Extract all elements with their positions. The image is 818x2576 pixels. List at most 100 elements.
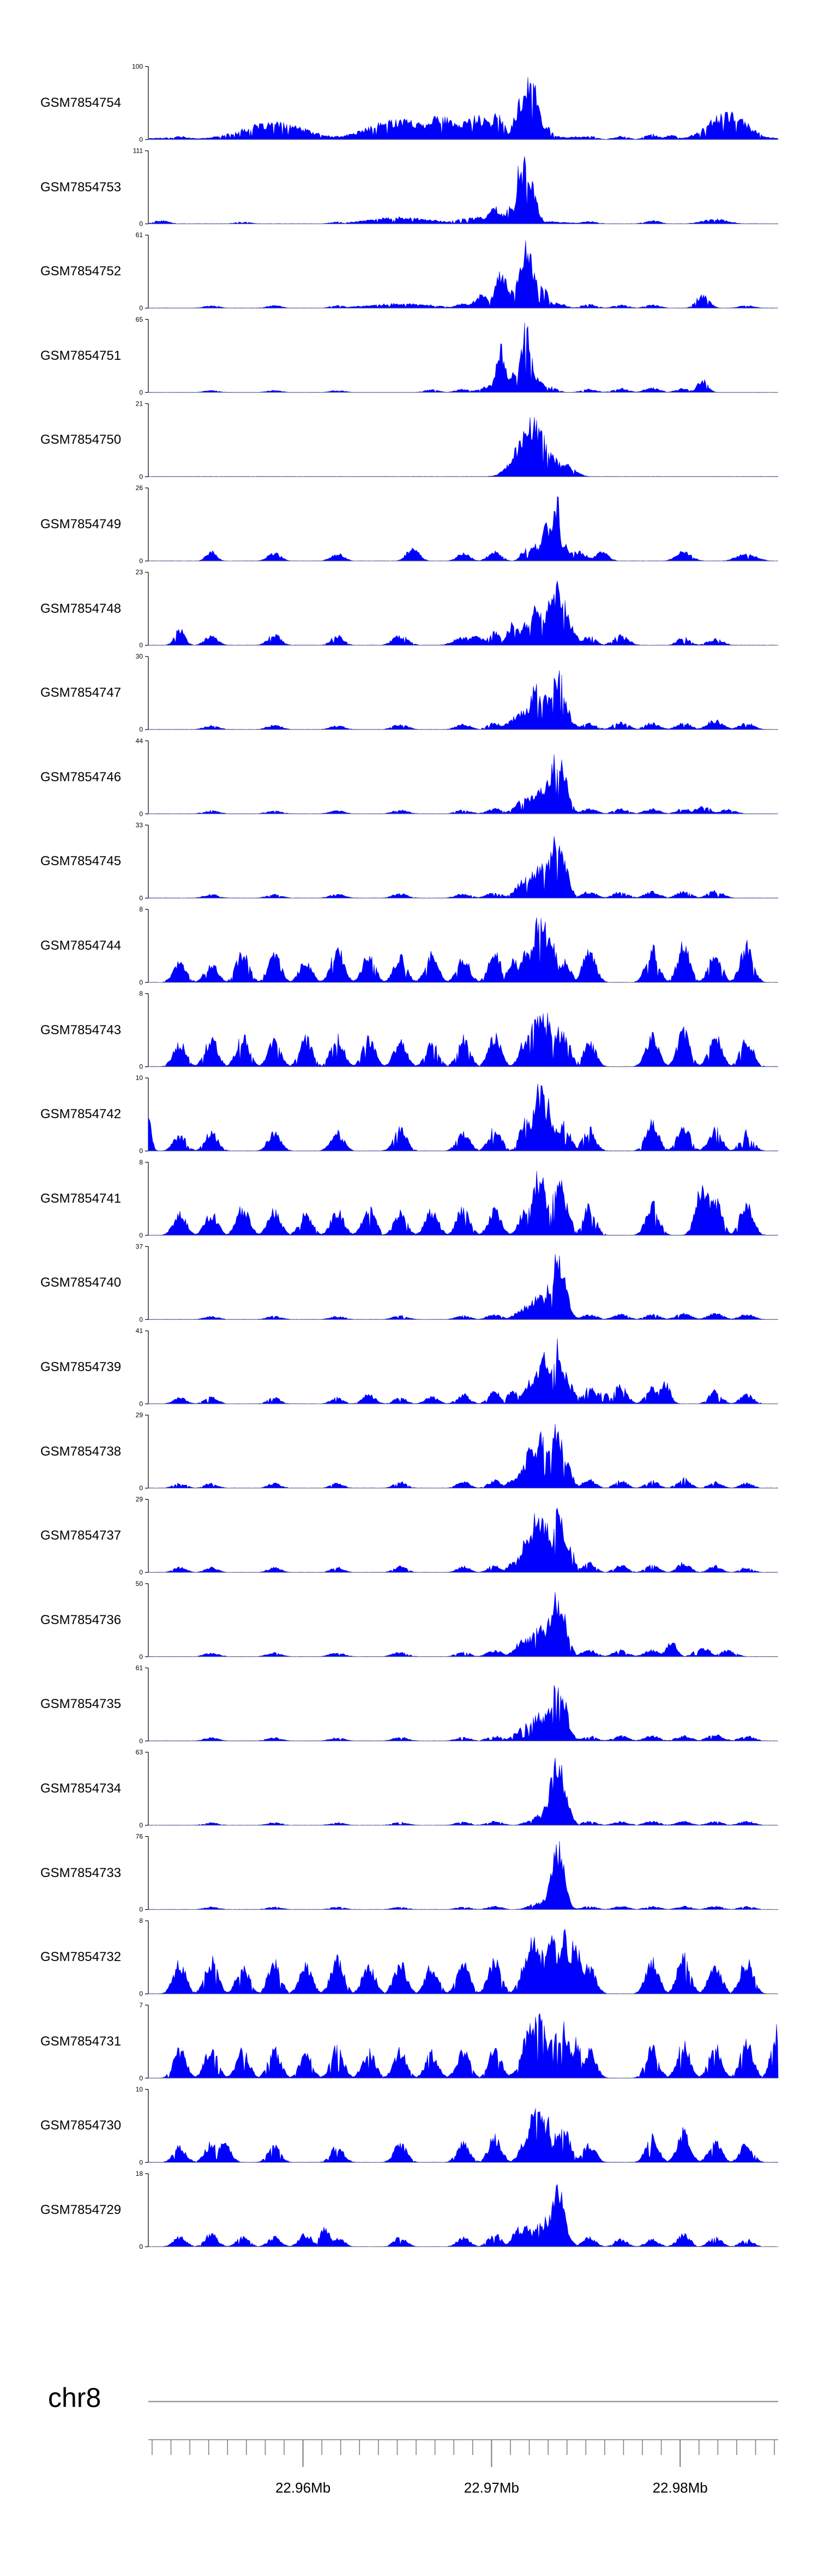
track-gsm7854729: 18 0 [136, 2170, 779, 2251]
track-gsm7854746: 44 0 [136, 737, 779, 818]
track-gsm7854741: 80 [139, 1159, 779, 1239]
y-max-label: 21 [136, 400, 143, 407]
track-gsm7854736: 50 0 [136, 1580, 779, 1661]
coverage-area [148, 496, 779, 562]
y-max-label: 44 [136, 737, 143, 745]
coverage-area [148, 754, 779, 815]
y-zero-label: 0 [139, 1990, 143, 1998]
y-max-label: 8 [139, 906, 143, 913]
y-zero-label: 0 [139, 894, 143, 902]
track-gsm7854737: 29 0 [136, 1495, 779, 1576]
y-max-label: 33 [136, 821, 143, 829]
coverage-area [148, 581, 779, 645]
y-max-label: 37 [136, 1242, 143, 1250]
track-gsm7854740: 37 0 [136, 1242, 779, 1323]
track-gsm7854748: 23 0 [136, 569, 779, 649]
coverage-area [148, 1423, 779, 1488]
y-max-label: 50 [136, 1580, 143, 1588]
track-gsm7854747: 30 0 [136, 653, 779, 733]
y-max-label: 63 [136, 1748, 143, 1756]
y-zero-label: 0 [139, 1232, 143, 1239]
coverage-area [148, 2013, 779, 2079]
coverage-area [148, 2183, 779, 2247]
y-zero-label: 0 [139, 473, 143, 480]
track-label: GSM7854732 [40, 1950, 122, 1965]
y-max-label: 76 [136, 1833, 143, 1841]
coverage-area [148, 1507, 779, 1573]
y-max-label: 61 [136, 231, 143, 239]
coverage-area [148, 1254, 779, 1320]
y-max-label: 10 [136, 1074, 143, 1082]
track-gsm7854751: 65 0 [136, 316, 779, 396]
track-label: GSM7854731 [40, 2034, 122, 2049]
y-max-label: 111 [133, 147, 143, 155]
x-tick-label: 22.96Mb [275, 2480, 331, 2496]
y-zero-label: 0 [139, 1063, 143, 1071]
track-label: GSM7854753 [40, 179, 122, 195]
track-gsm7854754: 100 0 [132, 63, 779, 143]
y-zero-label: 0 [139, 2074, 143, 2082]
y-zero-label: 0 [139, 1737, 143, 1745]
y-max-label: 8 [139, 990, 143, 998]
track-label: GSM7854752 [40, 264, 122, 279]
track-label: GSM7854747 [40, 685, 122, 701]
y-zero-label: 0 [139, 2158, 143, 2166]
track-label: GSM7854735 [40, 1697, 122, 1712]
track-label: GSM7854744 [40, 938, 122, 953]
y-max-label: 18 [136, 2170, 143, 2177]
coverage-area [148, 1928, 779, 1994]
y-zero-label: 0 [139, 1653, 143, 1661]
track-label: GSM7854750 [40, 432, 122, 448]
track-label: GSM7854746 [40, 769, 122, 785]
track-gsm7854732: 80 [139, 1917, 779, 1998]
y-zero-label: 0 [139, 1906, 143, 1914]
y-max-label: 65 [136, 316, 143, 323]
track-gsm7854733: 76 0 [136, 1833, 779, 1914]
track-gsm7854734: 63 0 [136, 1748, 779, 1829]
track-label: GSM7854743 [40, 1022, 122, 1037]
coverage-area [148, 322, 779, 393]
coverage-area [148, 917, 779, 983]
track-label: GSM7854736 [40, 1612, 122, 1627]
track-label: GSM7854742 [40, 1107, 122, 1122]
y-zero-label: 0 [139, 304, 143, 312]
track-label: GSM7854739 [40, 1360, 122, 1374]
track-gsm7854750: 21 0 [136, 400, 779, 480]
y-max-label: 29 [136, 1495, 143, 1503]
y-zero-label: 0 [139, 810, 143, 818]
track-gsm7854730: 10 0 [136, 2085, 779, 2166]
y-zero-label: 0 [139, 1316, 143, 1323]
y-max-label: 30 [136, 653, 143, 660]
coverage-area [148, 1841, 779, 1910]
track-gsm7854731: 70 [139, 2001, 779, 2082]
track-gsm7854745: 33 0 [136, 821, 779, 902]
coverage-area [148, 836, 779, 898]
track-label: GSM7854745 [40, 854, 122, 869]
track-label: GSM7854730 [40, 2118, 122, 2133]
track-gsm7854742: 10 0 [136, 1074, 779, 1155]
track-label: GSM7854741 [40, 1191, 122, 1206]
chromosome-label: chr8 [48, 2382, 101, 2413]
coverage-area [148, 1685, 779, 1741]
y-zero-label: 0 [139, 979, 143, 986]
track-gsm7854738: 29 0 [136, 1411, 779, 1492]
coverage-area [148, 1083, 779, 1151]
y-zero-label: 0 [139, 726, 143, 733]
y-max-label: 41 [136, 1327, 143, 1335]
y-zero-label: 0 [139, 220, 143, 228]
y-max-label: 7 [139, 2001, 143, 2009]
track-label: GSM7854748 [40, 601, 122, 616]
track-gsm7854753: 111 0 [133, 147, 779, 228]
y-zero-label: 0 [139, 642, 143, 649]
y-zero-label: 0 [139, 136, 143, 143]
track-label: GSM7854734 [40, 1781, 122, 1796]
coverage-area [148, 417, 779, 477]
coverage-area [148, 1338, 779, 1404]
y-max-label: 8 [139, 1159, 143, 1166]
track-label: GSM7854749 [40, 517, 122, 532]
coverage-area [148, 1171, 779, 1236]
track-label: GSM7854733 [40, 1865, 122, 1880]
track-label: GSM7854729 [40, 2203, 122, 2217]
y-zero-label: 0 [139, 1485, 143, 1492]
